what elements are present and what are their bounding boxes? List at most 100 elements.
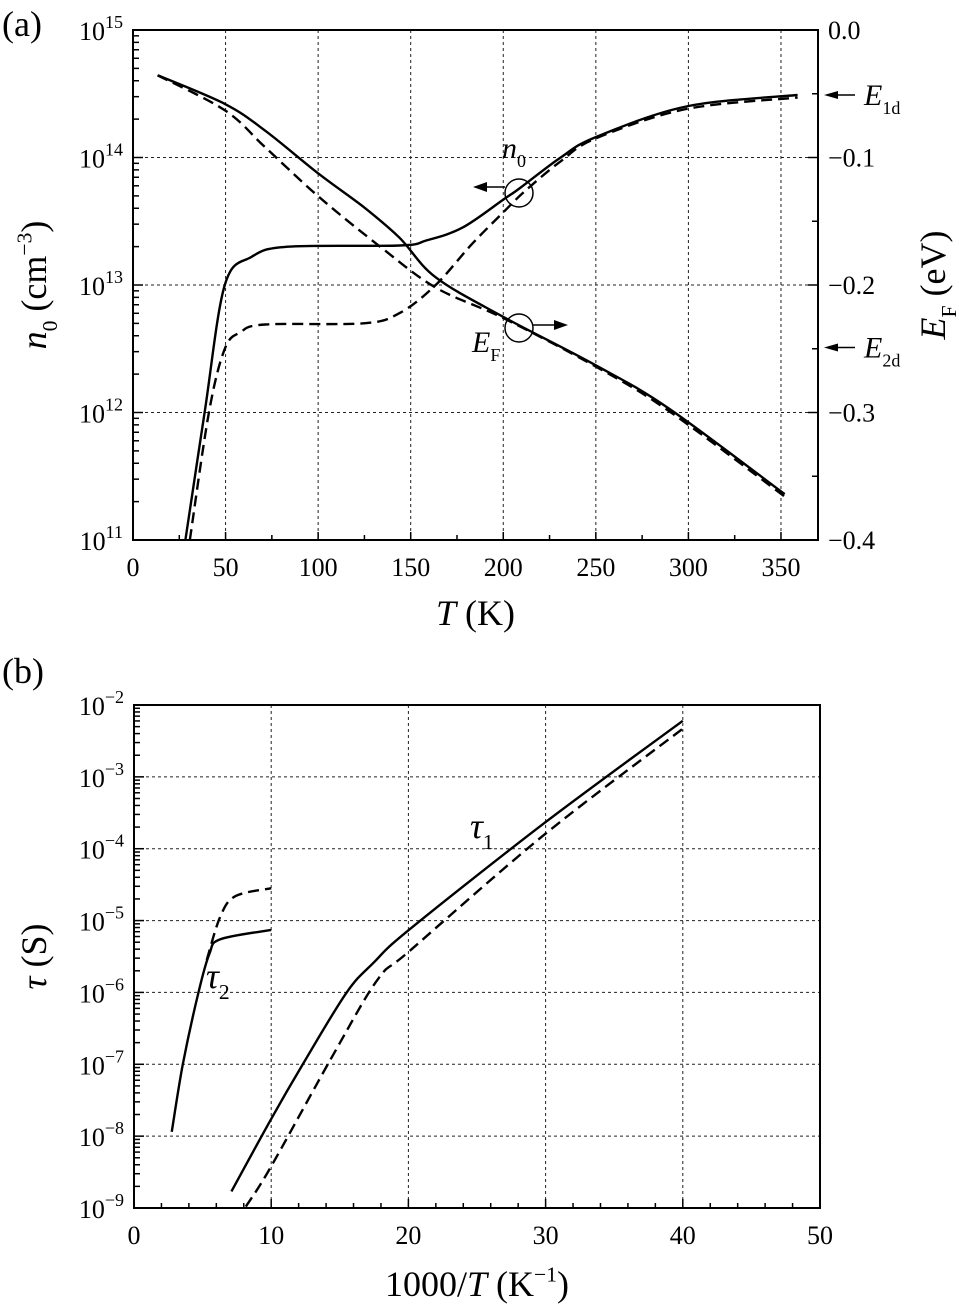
arrow-left-icon (824, 343, 838, 352)
x-axis-title-part: ) (557, 1264, 569, 1304)
annotation-tau1: τ1 (470, 806, 494, 854)
y-tick-label-exp: −9 (105, 1190, 124, 1210)
series-ef-solid (157, 74, 786, 496)
y-tick-label: 1012 (79, 395, 123, 429)
annotation-ef-part: F (490, 345, 500, 365)
x-axis-title-part: (K) (456, 593, 515, 633)
annotation-e1d-part: 1d (882, 98, 900, 118)
y-tick-label-base: 10 (79, 692, 105, 721)
y-axis-title: τ (S) (14, 924, 54, 990)
y-tick-label: 10−4 (79, 831, 124, 865)
y-tick-label-exp: 13 (105, 267, 123, 287)
x-axis-title: 1000/T (K−1) (385, 1263, 569, 1304)
y-tick-label: 1015 (79, 12, 123, 46)
y-tick-label-base: 10 (79, 908, 105, 937)
arrow-right-icon (554, 320, 568, 330)
n0-marker-circle (504, 178, 534, 208)
y-tick-label-exp: −7 (105, 1046, 124, 1066)
series-n0-solid (184, 93, 798, 541)
x-axis-title-part: 1000/ (385, 1264, 467, 1304)
x-tick-label: 50 (213, 553, 239, 582)
panel-a-plot: 0 50 100 150 200 250 300 3501011101210131014101… (13, 12, 959, 633)
y-tick-label-base: 10 (79, 17, 105, 46)
y-tick-label-base: 10 (79, 979, 105, 1008)
y-tick-label-exp: −2 (105, 687, 124, 707)
x-axis-title: T (K) (436, 593, 515, 633)
y-tick-label: 1014 (79, 140, 123, 174)
annotation-tau2: τ2 (206, 956, 230, 1004)
y2-axis-title-part: F (937, 305, 959, 317)
series-tau2-dashed (205, 887, 272, 961)
annotation-e2d-part: E (863, 331, 882, 364)
y-tick-label: 1011 (80, 522, 123, 556)
y-axis-title-part: (S) (14, 924, 54, 977)
y-tick-label-exp: 11 (106, 522, 123, 542)
y-tick-label-base: 10 (79, 145, 105, 174)
x-tick-label: 40 (670, 1221, 696, 1250)
y-tick-label: 10−5 (79, 903, 124, 937)
x-axis-title-part: T (436, 593, 459, 633)
y-tick-label-base: 10 (80, 527, 106, 556)
y-tick-label-exp: 15 (105, 12, 123, 32)
y-tick-label-base: 10 (79, 400, 105, 429)
y-tick-label: 10−8 (79, 1118, 124, 1152)
y-tick-label-base: 10 (79, 272, 105, 301)
x-axis-title-part: −1 (534, 1263, 557, 1287)
x-tick-label: 200 (484, 553, 523, 582)
y-axis-title-part: τ (14, 975, 54, 989)
x-tick-label: 30 (533, 1221, 559, 1250)
y2-tick-label: 0.0 (828, 16, 861, 45)
series-tau2-solid (170, 928, 272, 1133)
y-tick-label-exp: −5 (105, 903, 124, 923)
y-tick-label-base: 10 (79, 1051, 105, 1080)
annotation-n0-part: n (502, 132, 517, 165)
x-tick-label: 20 (395, 1221, 421, 1250)
y2-tick-label: −0.1 (828, 144, 875, 173)
x-tick-label: 0 (128, 1221, 141, 1250)
annotation-tau2-part: 2 (219, 980, 230, 1004)
x-axis-title-part: T (467, 1264, 490, 1304)
annotation-tau1-part: τ (470, 806, 484, 846)
annotation-tau2-part: τ (206, 956, 220, 996)
y-tick-label: 10−2 (79, 687, 124, 721)
y-tick-label-exp: −6 (105, 974, 124, 994)
x-tick-label: 150 (391, 553, 430, 582)
y-axis-title-part: 0 (38, 321, 62, 332)
x-axis-title-part: (K (487, 1264, 534, 1304)
x-tick-label: 250 (576, 553, 615, 582)
arrow-left-icon (824, 91, 838, 100)
y2-axis-title: EF (eV) (913, 231, 959, 341)
series-tau1-solid (230, 719, 684, 1193)
annotation-tau1-part: 1 (483, 830, 494, 854)
y-tick-label: 10−9 (79, 1190, 124, 1224)
y-tick-label-base: 10 (79, 836, 105, 865)
series-n0-dashed (188, 96, 798, 541)
y-tick-label-exp: 12 (105, 395, 123, 415)
annotation-n0-part: 0 (517, 151, 526, 171)
y-tick-label-base: 10 (79, 764, 105, 793)
annotation-e2d: E2d (863, 331, 900, 370)
panel-label-a: (a) (2, 4, 42, 44)
y-axis-title-part: −3 (13, 233, 37, 256)
y2-axis-title-part: E (913, 317, 953, 340)
annotation-e2d-part: 2d (882, 350, 900, 370)
arrow-left-icon (473, 182, 487, 192)
y2-tick-label: −0.3 (828, 399, 875, 428)
ef-marker-circle (504, 313, 534, 343)
y2-tick-label: −0.2 (828, 271, 875, 300)
x-tick-label: 10 (258, 1221, 284, 1250)
y2-tick-label: −0.4 (828, 526, 875, 555)
series-tau1-dashed (244, 727, 684, 1208)
y-tick-label-exp: 14 (105, 140, 123, 160)
y-axis-title: n0 (cm−3) (13, 221, 62, 350)
annotation-e1d: E1d (863, 79, 900, 118)
plot-frame (132, 29, 819, 541)
annotation-ef-part: E (471, 326, 490, 359)
y-tick-label: 10−6 (79, 974, 124, 1008)
y-tick-label-exp: −3 (105, 759, 124, 779)
y-axis-title-part: (cm (14, 256, 54, 321)
y-tick-label-base: 10 (79, 1123, 105, 1152)
y-tick-label: 1013 (79, 267, 123, 301)
series-ef-dashed (157, 74, 788, 499)
annotation-ef: EF (471, 326, 500, 365)
